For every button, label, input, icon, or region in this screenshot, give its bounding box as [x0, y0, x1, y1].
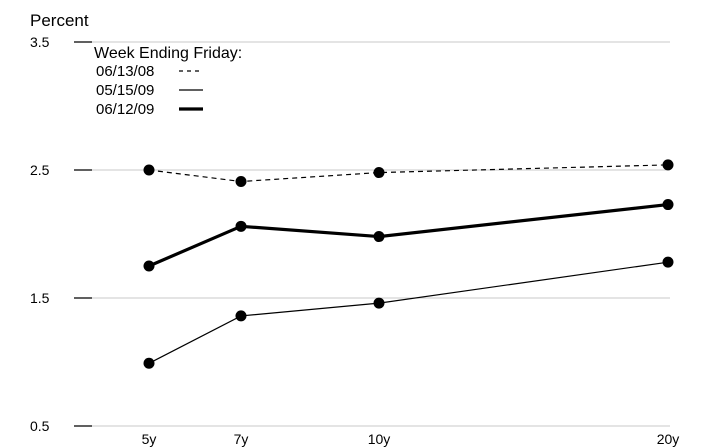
data-point: [235, 310, 247, 322]
x-tick-label: 7y: [234, 431, 249, 447]
x-tick-label: 5y: [142, 431, 157, 447]
data-point: [235, 220, 247, 232]
series-line-06-12-09: [148, 202, 669, 268]
y-axis-ticks: 3.5 2.5 1.5 0.5: [30, 34, 92, 434]
legend-label: 06/12/09: [96, 101, 154, 118]
data-point: [662, 256, 674, 268]
x-axis-ticks: 5y 7y 10y 20y: [142, 431, 680, 447]
x-tick-label: 10y: [368, 431, 391, 447]
data-point: [235, 176, 247, 188]
data-point: [373, 167, 385, 179]
data-point: [662, 199, 674, 211]
series-line-06-13-08: [148, 164, 669, 183]
legend-label: 05/15/09: [96, 82, 154, 99]
data-point: [143, 260, 155, 272]
data-point: [662, 159, 674, 171]
series-line-05-15-09: [148, 261, 669, 364]
data-point: [373, 297, 385, 309]
y-axis-label: Percent: [30, 11, 89, 30]
x-tick-label: 20y: [657, 431, 680, 447]
y-tick-label: 1.5: [30, 290, 50, 306]
data-point: [143, 164, 155, 176]
legend: Week Ending Friday: 06/13/0805/15/0906/1…: [94, 45, 242, 118]
legend-entries: 06/13/08 05/15/09 06/12/09: [96, 63, 203, 118]
series-lines: [143, 159, 674, 369]
y-tick-label: 2.5: [30, 162, 50, 178]
legend-title: Week Ending Friday:: [94, 45, 242, 62]
data-point: [143, 357, 155, 369]
legend-label: 06/13/08: [96, 63, 154, 80]
data-point: [373, 231, 385, 243]
y-tick-label: 0.5: [30, 418, 50, 434]
y-tick-label: 3.5: [30, 34, 50, 50]
